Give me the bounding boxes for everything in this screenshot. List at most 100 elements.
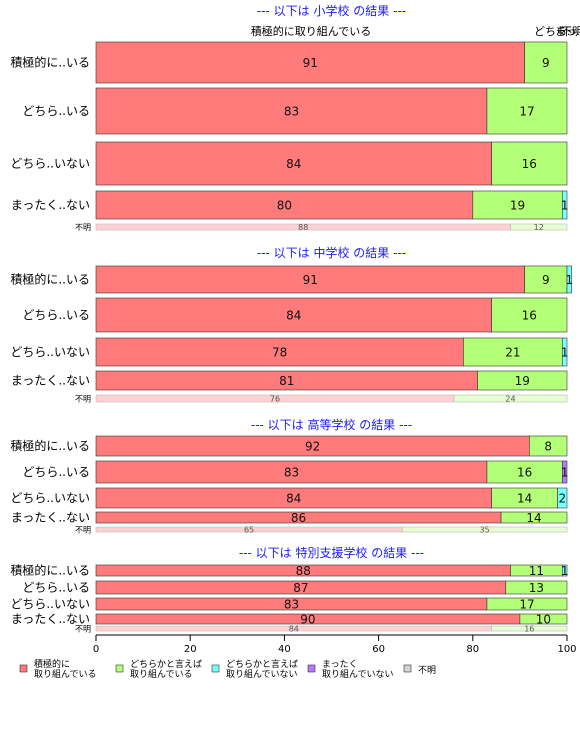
bar-row: どちら..いる 87 13 — [22, 580, 568, 595]
panel-title: --- 以下は 小学校 の結果 --- — [257, 3, 406, 18]
data-label: 81 — [279, 374, 294, 388]
row-label: 不明 — [75, 223, 91, 232]
legend-label: 取り組んでいる — [34, 668, 97, 680]
bar-row: まったく..ない 90 10 — [11, 612, 568, 627]
bar-row: どちら..いる 84 16 — [22, 297, 568, 333]
bar-segment-c2 — [529, 435, 568, 457]
data-label: 1 — [566, 273, 574, 287]
top-label-0: 積極的に取り組んでいる — [251, 24, 371, 38]
data-label: 17 — [519, 105, 534, 119]
top-labels: 積極的に取り組んでいる どちら..まっ..不明 — [251, 24, 580, 38]
data-label: 76 — [270, 395, 280, 404]
legend-label: 不明 — [418, 665, 436, 676]
top-label-1: どちら.. — [534, 25, 574, 38]
row-label: どちら..いる — [22, 465, 90, 479]
data-label: 87 — [293, 581, 308, 595]
data-label: 19 — [515, 374, 530, 388]
data-label: 84 — [286, 309, 301, 323]
data-label: 16 — [517, 466, 532, 480]
data-label: 78 — [272, 346, 287, 360]
panel-title: --- 以下は 中学校 の結果 --- — [257, 245, 406, 260]
row-label: 不明 — [75, 625, 91, 634]
legend-item-c1: 積極的に取り組んでいる — [19, 658, 97, 680]
row-label: 積極的に..いる — [10, 272, 90, 287]
bar-segment-c3 — [566, 265, 573, 294]
legend-label: まったく — [322, 659, 358, 670]
data-label: 92 — [305, 440, 320, 454]
panel-title: --- 以下は 特別支援学校 の結果 --- — [239, 545, 424, 560]
unknown-row: 不明 88 12 — [75, 223, 568, 232]
panel-title: --- 以下は 高等学校 の結果 --- — [251, 417, 412, 432]
bar-segment-c3 — [561, 190, 568, 220]
data-label: 14 — [517, 492, 532, 506]
bar-segment-c3 — [561, 564, 568, 577]
data-label: 90 — [300, 613, 315, 627]
bar-segment-c1 — [95, 141, 492, 186]
data-label: 14 — [526, 511, 541, 525]
legend-swatch — [403, 664, 412, 673]
row-label: どちら..いる — [22, 308, 90, 322]
bar-row: 積極的に..いる 91 9 — [10, 41, 568, 84]
bar-segment-c2 — [500, 511, 568, 524]
bar-segment-c2 — [524, 41, 568, 84]
row-label: まったく..ない — [11, 198, 90, 212]
data-label: 86 — [291, 511, 306, 525]
data-label: 9 — [542, 56, 550, 70]
data-label: 1 — [561, 564, 569, 578]
bar-row: 積極的に..いる 91 9 1 — [10, 265, 574, 294]
unknown-row: 不明 65 35 — [75, 526, 568, 535]
bar-segment-c2 — [477, 370, 568, 391]
bar-segment-c2 — [505, 580, 568, 595]
bar-segment-c4 — [561, 460, 568, 484]
unknown-row: 不明 84 16 — [75, 625, 568, 634]
data-label: 83 — [284, 598, 299, 612]
data-label: 84 — [286, 157, 301, 171]
data-label: 1 — [561, 346, 569, 360]
data-label: 8 — [544, 440, 552, 454]
data-label: 11 — [529, 564, 544, 578]
row-label: どちら..いない — [10, 491, 90, 505]
data-label: 65 — [244, 526, 254, 535]
row-label: どちら..いない — [10, 597, 90, 611]
row-label: まったく..ない — [11, 511, 90, 525]
bar-segment-c2 — [519, 613, 568, 625]
row-label: 積極的に..いる — [10, 55, 90, 70]
bar-segment-c2 — [486, 87, 568, 135]
bar-row: どちら..いない 84 16 — [10, 141, 568, 186]
legend-item-c5: 不明 — [403, 664, 436, 676]
panel-2: --- 以下は 高等学校 の結果 --- 積極的に..いる 92 8 どちら..いる 83… — [10, 417, 568, 535]
row-label: 積極的に..いる — [10, 563, 90, 578]
data-label: 17 — [519, 598, 534, 612]
bar-segment-c2 — [491, 625, 568, 632]
x-tick-label: 20 — [184, 644, 197, 655]
data-label: 1 — [561, 466, 569, 480]
bar-segment-c2 — [401, 526, 568, 533]
x-axis: 0 20 40 60 80 100 — [93, 634, 577, 655]
legend-label: 取り組んでいない — [322, 668, 394, 680]
bar-segment-c1 — [95, 190, 474, 220]
row-label: どちら..いる — [22, 581, 90, 595]
bar-row: どちら..いない 83 17 — [10, 597, 568, 612]
row-label: どちら..いない — [10, 157, 90, 171]
data-label: 35 — [479, 526, 489, 535]
bar-segment-c2 — [491, 297, 568, 333]
bar-row: どちら..いる 83 16 1 — [22, 460, 569, 484]
row-label: まったく..ない — [11, 612, 90, 626]
bar-segment-c3 — [557, 487, 568, 509]
row-label: 不明 — [75, 526, 91, 535]
data-label: 83 — [284, 105, 299, 119]
bar-row: どちら..いる 83 17 — [22, 87, 568, 135]
bar-row: どちら..いない 84 14 2 — [10, 487, 568, 509]
x-tick-label: 60 — [372, 644, 385, 655]
data-label: 24 — [505, 395, 515, 404]
bar-segment-c2 — [453, 394, 568, 403]
data-label: 83 — [284, 466, 299, 480]
panel-3: --- 以下は 特別支援学校 の結果 ---積極的に..いる 88 11 1どちら..… — [10, 545, 568, 634]
data-label: 91 — [303, 56, 318, 70]
row-label: どちら..いる — [22, 104, 90, 118]
data-label: 80 — [277, 199, 292, 213]
